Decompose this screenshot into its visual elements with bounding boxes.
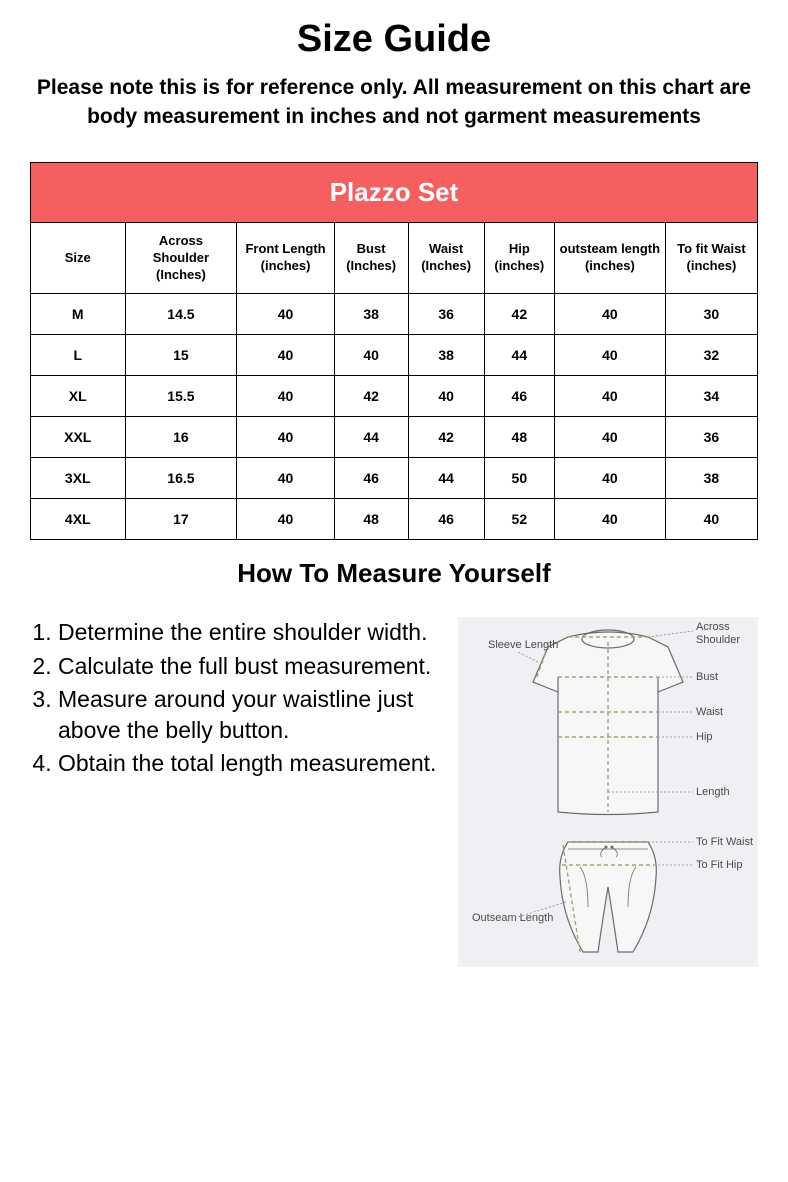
column-header: Waist (Inches) xyxy=(408,222,484,294)
page-title: Size Guide xyxy=(30,18,758,61)
subtitle-note: Please note this is for reference only. … xyxy=(30,73,758,132)
label-hip: Hip xyxy=(696,731,713,743)
table-cell: 48 xyxy=(484,417,554,458)
table-cell: 40 xyxy=(237,499,334,540)
table-cell: M xyxy=(31,294,126,335)
table-row: 4XL17404846524040 xyxy=(31,499,758,540)
table-cell: 52 xyxy=(484,499,554,540)
table-cell: 30 xyxy=(665,294,757,335)
table-cell: 3XL xyxy=(31,458,126,499)
table-cell: 40 xyxy=(554,376,665,417)
table-cell: 16 xyxy=(125,417,237,458)
table-caption: Plazzo Set xyxy=(31,162,758,222)
table-cell: 46 xyxy=(484,376,554,417)
column-header: To fit Waist (inches) xyxy=(665,222,757,294)
label-outseam: Outseam Length xyxy=(472,912,553,924)
label-fit-waist: To Fit Waist xyxy=(696,836,753,848)
table-header-row: SizeAcross Shoulder (Inches)Front Length… xyxy=(31,222,758,294)
table-cell: 4XL xyxy=(31,499,126,540)
measurement-diagram: Sleeve Length Across Shoulder Bust Waist… xyxy=(458,617,758,967)
table-cell: 17 xyxy=(125,499,237,540)
table-row: M14.5403836424030 xyxy=(31,294,758,335)
table-cell: 15.5 xyxy=(125,376,237,417)
table-cell: 38 xyxy=(334,294,408,335)
table-cell: 46 xyxy=(408,499,484,540)
table-cell: 40 xyxy=(237,458,334,499)
table-cell: 36 xyxy=(665,417,757,458)
table-cell: 40 xyxy=(554,499,665,540)
table-cell: XXL xyxy=(31,417,126,458)
table-cell: 16.5 xyxy=(125,458,237,499)
table-cell: 50 xyxy=(484,458,554,499)
table-cell: 44 xyxy=(484,335,554,376)
table-cell: 40 xyxy=(554,335,665,376)
label-sleeve: Sleeve Length xyxy=(488,639,558,651)
label-length: Length xyxy=(696,786,730,798)
table-cell: 40 xyxy=(408,376,484,417)
measure-heading: How To Measure Yourself xyxy=(30,558,758,589)
table-cell: XL xyxy=(31,376,126,417)
table-cell: 40 xyxy=(237,376,334,417)
table-cell: 44 xyxy=(408,458,484,499)
column-header: Across Shoulder (Inches) xyxy=(125,222,237,294)
table-cell: 34 xyxy=(665,376,757,417)
table-cell: L xyxy=(31,335,126,376)
table-cell: 40 xyxy=(237,294,334,335)
table-cell: 38 xyxy=(408,335,484,376)
column-header: Bust (Inches) xyxy=(334,222,408,294)
table-cell: 40 xyxy=(237,335,334,376)
table-cell: 42 xyxy=(334,376,408,417)
table-cell: 40 xyxy=(554,417,665,458)
column-header: Hip (inches) xyxy=(484,222,554,294)
table-cell: 40 xyxy=(665,499,757,540)
list-item: Measure around your waistline just above… xyxy=(58,684,438,746)
table-cell: 48 xyxy=(334,499,408,540)
table-cell: 38 xyxy=(665,458,757,499)
table-cell: 40 xyxy=(237,417,334,458)
table-cell: 40 xyxy=(554,458,665,499)
label-waist: Waist xyxy=(696,706,723,718)
measure-steps: Determine the entire shoulder width.Calc… xyxy=(30,617,438,780)
list-item: Calculate the full bust measurement. xyxy=(58,651,438,682)
table-cell: 40 xyxy=(334,335,408,376)
table-row: L15404038444032 xyxy=(31,335,758,376)
table-cell: 42 xyxy=(408,417,484,458)
label-bust: Bust xyxy=(696,671,718,683)
table-cell: 42 xyxy=(484,294,554,335)
table-cell: 32 xyxy=(665,335,757,376)
table-row: XXL16404442484036 xyxy=(31,417,758,458)
table-cell: 40 xyxy=(554,294,665,335)
table-cell: 44 xyxy=(334,417,408,458)
table-cell: 15 xyxy=(125,335,237,376)
table-cell: 36 xyxy=(408,294,484,335)
list-item: Obtain the total length measurement. xyxy=(58,748,438,779)
table-row: 3XL16.5404644504038 xyxy=(31,458,758,499)
list-item: Determine the entire shoulder width. xyxy=(58,617,438,648)
column-header: outsteam length (inches) xyxy=(554,222,665,294)
table-row: XL15.5404240464034 xyxy=(31,376,758,417)
table-cell: 46 xyxy=(334,458,408,499)
column-header: Front Length (inches) xyxy=(237,222,334,294)
size-table: Plazzo Set SizeAcross Shoulder (Inches)F… xyxy=(30,162,758,541)
label-fit-hip: To Fit Hip xyxy=(696,859,742,871)
table-cell: 14.5 xyxy=(125,294,237,335)
column-header: Size xyxy=(31,222,126,294)
label-across-shoulder: Across Shoulder xyxy=(696,621,758,645)
